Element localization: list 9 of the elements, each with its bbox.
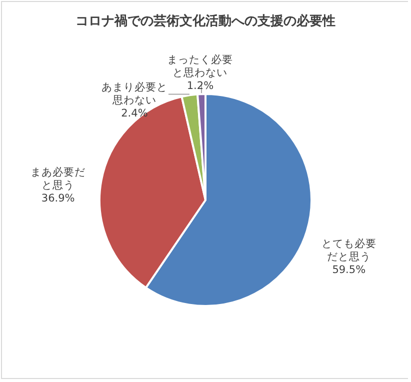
data-label: 2.4% (121, 108, 148, 120)
slice-label: まったく必要と思わない (167, 53, 234, 80)
data-label: 36.9% (41, 192, 75, 204)
slice-label: あまり必要と思わない (101, 80, 168, 107)
slice-label: まあ必要だと思う (30, 165, 86, 192)
slice-label: とても必要だと思う (321, 237, 376, 264)
data-label: 1.2% (186, 80, 214, 92)
data-label: 59.5% (332, 264, 366, 276)
chart-title: コロナ禍での芸術文化活動への支援の必要性 (76, 13, 336, 29)
